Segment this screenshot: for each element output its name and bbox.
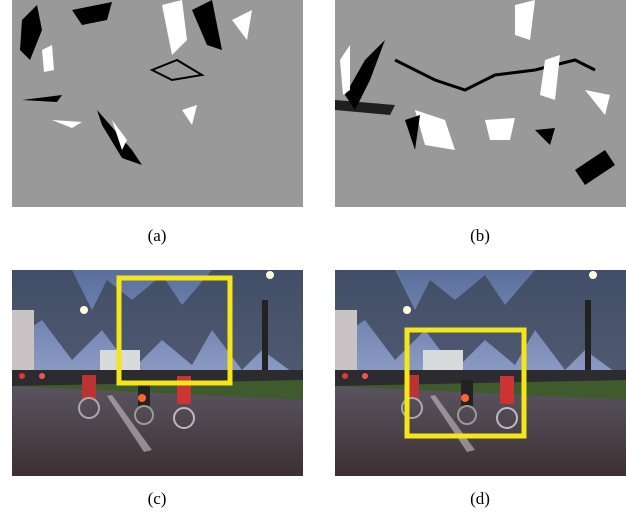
page: (a) (b) (c) (d) (() => { const data = JS… [0, 0, 626, 515]
caption: (d) [470, 489, 490, 508]
caption: (b) [470, 226, 490, 245]
panel-d [335, 270, 626, 476]
panel-c [12, 270, 303, 476]
figure: (a) (b) (c) (d) [0, 0, 626, 515]
caption: (a) [148, 226, 167, 245]
panel-a [12, 0, 303, 207]
panel-b [335, 0, 626, 207]
caption: (c) [148, 489, 167, 508]
